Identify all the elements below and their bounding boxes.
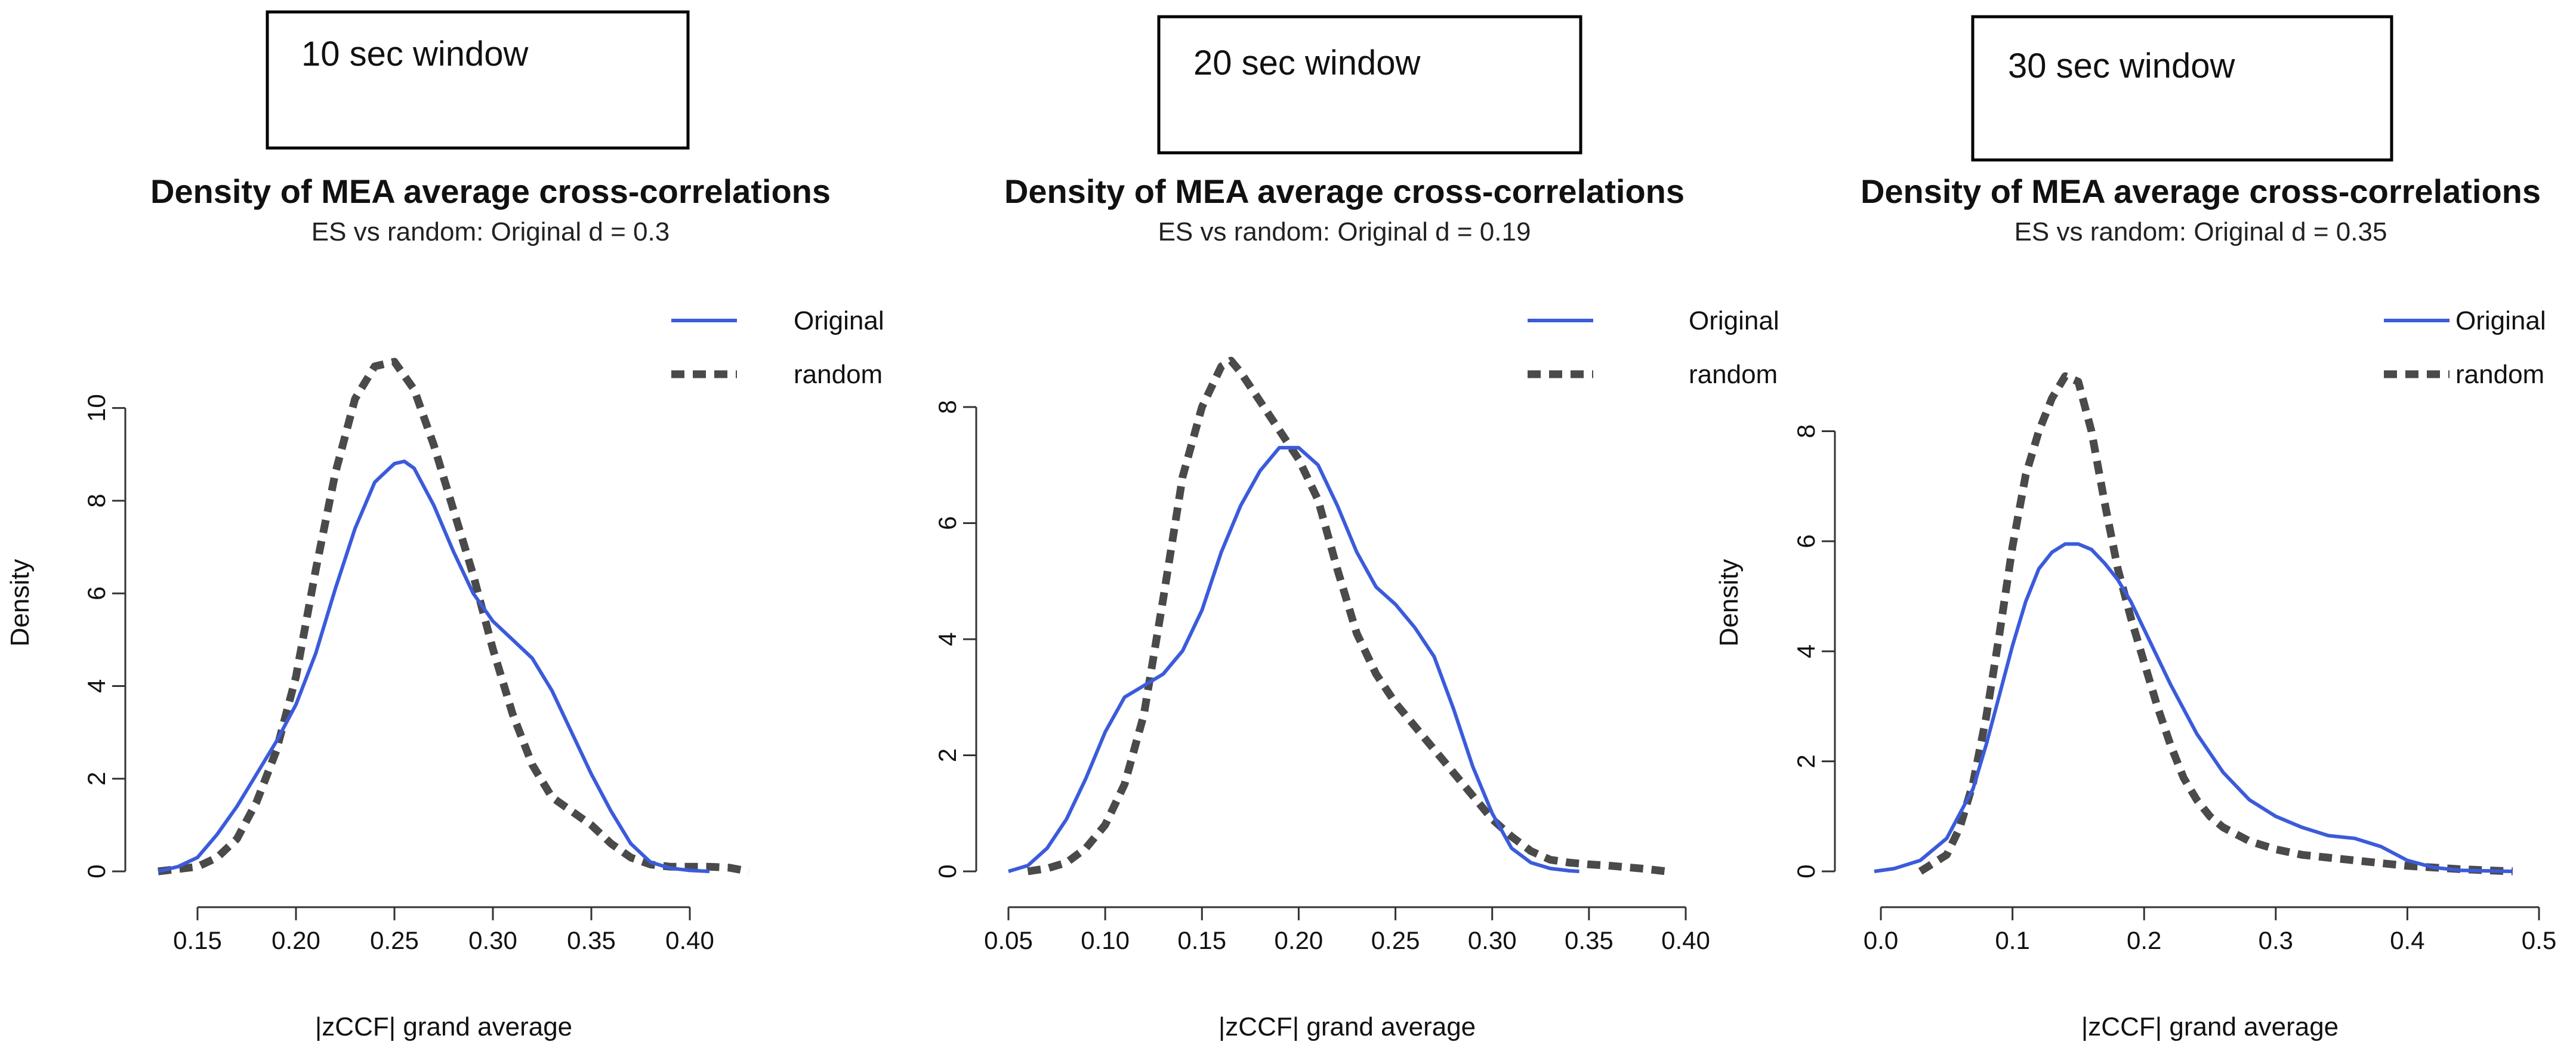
y-tick-label: 0: [82, 864, 110, 878]
chart-title: Density of MEA average cross-correlation…: [150, 172, 831, 210]
y-tick-label: 6: [1792, 534, 1820, 548]
y-tick-label: 4: [1792, 645, 1820, 658]
legend-label-random: random: [2455, 360, 2544, 389]
panel-2: 20 sec window Density of MEA average cros…: [933, 15, 1779, 1041]
y-axis-label: Density: [5, 559, 35, 647]
x-tick-label: 0.10: [1081, 926, 1130, 954]
x-axis-label: |zCCF| grand average: [2081, 1012, 2339, 1041]
x-tick-label: 0.25: [1371, 926, 1420, 954]
series-line-original: [1874, 542, 2513, 873]
y-tick-label: 2: [82, 772, 110, 785]
y-tick-label: 8: [82, 494, 110, 507]
y-tick-label: 4: [933, 632, 961, 646]
y-tick-label: 4: [82, 679, 110, 693]
x-tick-label: 0.15: [1177, 926, 1226, 954]
y-tick-label: 2: [933, 748, 961, 762]
legend-label-original: Original: [1689, 306, 1779, 335]
y-tick-label: 2: [1792, 754, 1820, 768]
chart-subtitle: ES vs random: Original d = 0.19: [1158, 217, 1531, 246]
x-tick-label: 0.30: [1468, 926, 1517, 954]
y-tick-label: 0: [933, 864, 961, 878]
x-tick-label: 0.25: [370, 926, 419, 954]
chart-title: Density of MEA average cross-correlation…: [1861, 172, 2541, 210]
x-tick-label: 0.20: [272, 926, 320, 954]
series-line-random: [158, 358, 750, 876]
x-tick-label: 0.20: [1275, 926, 1324, 954]
x-tick-label: 0.30: [468, 926, 517, 954]
chart-subtitle: ES vs random: Original d = 0.3: [311, 217, 670, 246]
y-tick-label: 10: [82, 394, 110, 422]
panel-1: 10 sec window Density of MEA average cros…: [5, 10, 884, 1041]
series-line-random: [1027, 356, 1667, 876]
y-tick-label: 6: [933, 516, 961, 530]
x-axis-label: |zCCF| grand average: [1218, 1012, 1476, 1041]
x-tick-label: 0.0: [1864, 926, 1898, 954]
window-label-box: [266, 10, 690, 150]
x-tick-label: 0.1: [1995, 926, 2029, 954]
y-tick-label: 0: [1792, 864, 1820, 878]
window-label: 30 sec window: [2008, 47, 2236, 85]
x-tick-label: 0.4: [2390, 926, 2424, 954]
legend-label-random: random: [1689, 360, 1778, 389]
series-line-original: [1008, 446, 1579, 873]
x-tick-label: 0.40: [665, 926, 714, 954]
y-axis-label: Density: [1714, 559, 1744, 647]
legend-label-random: random: [794, 360, 883, 389]
series-line-random: [1918, 372, 2513, 876]
window-label-box: [1971, 15, 2393, 162]
panel-3: 30 sec window Density of MEA average cros…: [1714, 15, 2556, 1041]
x-tick-label: 0.35: [567, 926, 616, 954]
x-tick-label: 0.5: [2522, 926, 2556, 954]
series-line-original: [158, 460, 710, 873]
y-tick-label: 8: [1792, 424, 1820, 438]
y-tick-label: 6: [82, 587, 110, 600]
x-axis-label: |zCCF| grand average: [315, 1012, 572, 1041]
x-tick-label: 0.3: [2259, 926, 2293, 954]
legend-label-original: Original: [794, 306, 884, 335]
window-label: 10 sec window: [301, 35, 529, 73]
x-tick-label: 0.40: [1661, 926, 1710, 954]
y-tick-label: 8: [933, 400, 961, 414]
x-tick-label: 0.2: [2127, 926, 2161, 954]
chart-title: Density of MEA average cross-correlation…: [1004, 172, 1685, 210]
window-label: 20 sec window: [1193, 44, 1421, 82]
chart-subtitle: ES vs random: Original d = 0.35: [2014, 217, 2387, 246]
window-label-box: [1157, 15, 1582, 155]
x-tick-label: 0.35: [1565, 926, 1614, 954]
legend-label-original: Original: [2455, 306, 2546, 335]
x-tick-label: 0.15: [173, 926, 222, 954]
x-tick-label: 0.05: [984, 926, 1033, 954]
